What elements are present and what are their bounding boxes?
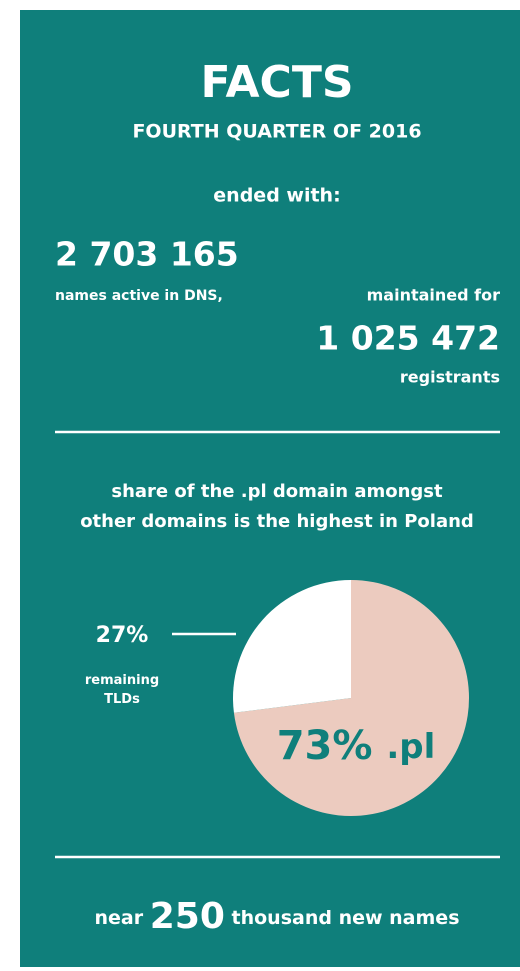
names-value: 2 703 165: [55, 235, 239, 274]
slice-value-label: 27%: [96, 623, 149, 648]
subtitle: FOURTH QUARTER OF 2016: [132, 121, 421, 143]
pie-slice: [233, 580, 351, 713]
footer-number: 250: [150, 896, 225, 937]
registrants-value: 1 025 472: [316, 319, 500, 358]
intro: ended with:: [213, 185, 340, 207]
slice-category-label: .pl: [386, 727, 435, 767]
footer: near 250 thousand new names: [95, 896, 460, 937]
title: FACTS: [200, 57, 353, 108]
pie-slice: [233, 580, 469, 816]
names-label: names active in DNS,: [55, 288, 223, 304]
label-line: TLDs: [104, 692, 140, 707]
registrants-label: registrants: [400, 368, 500, 387]
chart-title-line: share of the .pl domain amongst: [111, 481, 443, 502]
slice-category-label: remaining TLDs: [85, 673, 159, 707]
slice-value-label: 73%: [277, 723, 373, 769]
label-line: remaining: [85, 673, 159, 688]
slice-label: 73% .pl: [277, 723, 436, 769]
panel: [20, 10, 520, 967]
pie: [233, 580, 469, 816]
chart-title-line: other domains is the highest in Poland: [80, 511, 474, 532]
chart-title: share of the .pl domain amongst other dom…: [80, 481, 474, 532]
maintained-label: maintained for: [367, 286, 500, 305]
footer-suffix: thousand new names: [232, 907, 460, 929]
footer-prefix: near: [95, 907, 144, 929]
